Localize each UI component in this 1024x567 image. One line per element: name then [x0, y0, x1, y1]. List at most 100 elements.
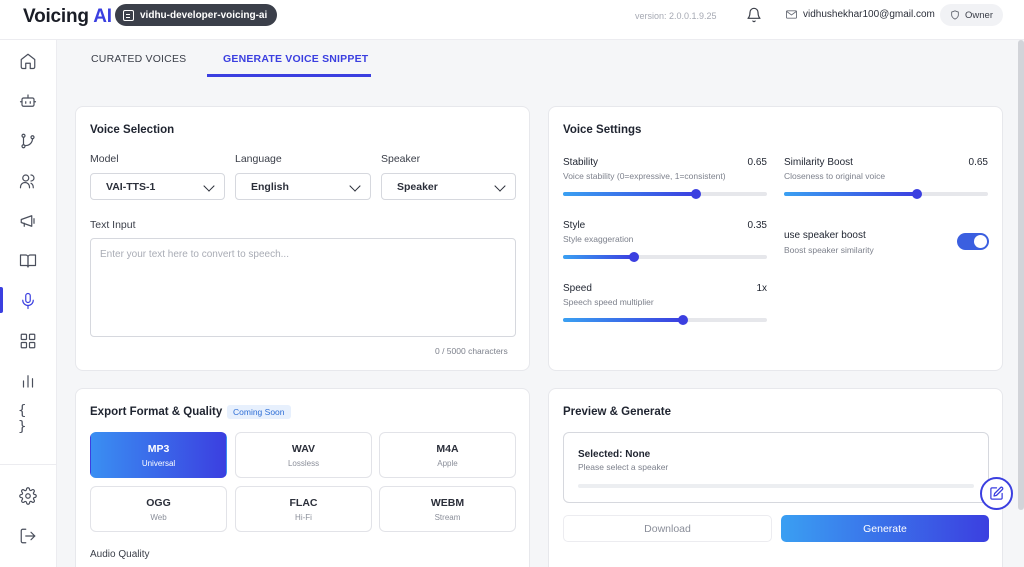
chevron-down-icon	[349, 180, 361, 192]
stability-value: 0.65	[747, 157, 767, 168]
format-name: MP3	[147, 443, 170, 455]
microphone-icon[interactable]	[18, 291, 38, 311]
mail-icon	[786, 10, 797, 19]
speaker-value: Speaker	[397, 180, 438, 193]
character-counter: 0 / 5000 characters	[435, 346, 508, 356]
speaker-select[interactable]: Speaker	[381, 173, 516, 200]
speed-label: Speed	[563, 283, 592, 294]
export-card: Export Format & Quality Coming Soon MP3 U…	[75, 388, 530, 567]
selected-voice: Selected: None	[578, 449, 651, 460]
format-desc: Web	[150, 513, 167, 522]
stability-slider[interactable]	[563, 189, 767, 199]
shield-icon	[951, 10, 959, 20]
model-select[interactable]: VAI-TTS-1	[90, 173, 225, 200]
language-label: Language	[235, 153, 282, 165]
page-scrollbar[interactable]	[1018, 40, 1024, 510]
speaker-boost-desc: Boost speaker similarity	[784, 245, 874, 255]
format-name: WEBM	[430, 497, 465, 509]
style-slider[interactable]	[563, 252, 767, 262]
tab-curated-voices[interactable]: CURATED VOICES	[91, 53, 187, 65]
settings-icon[interactable]	[18, 486, 38, 506]
git-branch-icon[interactable]	[18, 131, 38, 151]
workspace-name: vidhu-developer-voicing-ai	[140, 9, 268, 21]
tab-active-underline	[207, 74, 371, 77]
format-name: M4A	[436, 443, 459, 455]
megaphone-icon[interactable]	[18, 211, 38, 231]
edit-note-icon	[990, 486, 1004, 500]
role-badge[interactable]: Owner	[940, 4, 1003, 26]
similarity-slider[interactable]	[784, 189, 988, 199]
format-wav[interactable]: WAV Lossless	[235, 432, 372, 478]
version-label: version: 2.0.0.1.9.25	[635, 11, 717, 21]
similarity-value: 0.65	[968, 157, 988, 168]
role-text: Owner	[965, 9, 993, 21]
logo-text: Voicing	[23, 6, 89, 27]
active-indicator	[0, 287, 3, 313]
speed-desc: Speech speed multiplier	[563, 297, 654, 307]
format-desc: Universal	[141, 459, 176, 468]
format-desc: Lossless	[287, 459, 320, 468]
stability-label: Stability	[563, 157, 599, 168]
style-desc: Style exaggeration	[563, 234, 634, 244]
slider-knob[interactable]	[629, 252, 640, 262]
preview-card: Preview & Generate Selected: None Please…	[548, 388, 1003, 567]
text-input-placeholder: Enter your text here to convert to speec…	[100, 249, 289, 260]
download-button[interactable]: Download	[563, 515, 772, 542]
voice-settings-title: Voice Settings	[563, 124, 642, 136]
bell-icon[interactable]	[746, 7, 762, 23]
braces-icon[interactable]: { }	[18, 403, 38, 435]
speed-slider[interactable]	[563, 315, 767, 325]
sidebar: { }	[0, 40, 57, 567]
slider-knob[interactable]	[690, 189, 701, 199]
format-flac[interactable]: FLAC Hi-Fi	[235, 486, 372, 532]
slider-knob[interactable]	[911, 189, 922, 199]
tab-generate-voice-snippet[interactable]: GENERATE VOICE SNIPPET	[223, 53, 369, 65]
user-email[interactable]: vidhushekhar100@gmail.com	[786, 9, 935, 20]
chevron-down-icon	[203, 180, 215, 192]
format-webm[interactable]: WEBM Stream	[379, 486, 516, 532]
stability-desc: Voice stability (0=expressive, 1=consist…	[563, 171, 726, 181]
format-ogg[interactable]: OGG Web	[90, 486, 227, 532]
generate-button[interactable]: Generate	[781, 515, 989, 542]
text-input-label: Text Input	[90, 219, 136, 231]
app-logo[interactable]: Voicing AI	[23, 6, 112, 28]
model-label: Model	[90, 153, 119, 165]
preview-box: Selected: None Please select a speaker	[563, 432, 989, 503]
format-name: WAV	[291, 443, 316, 455]
home-icon[interactable]	[18, 51, 38, 71]
workspace-badge[interactable]: vidhu-developer-voicing-ai	[115, 4, 278, 26]
speed-value: 1x	[756, 283, 767, 294]
voice-settings-card: Voice Settings Stability Voice stability…	[548, 106, 1003, 371]
speaker-boost-toggle[interactable]	[957, 233, 989, 250]
bar-chart-icon[interactable]	[18, 371, 38, 391]
chevron-down-icon	[494, 180, 506, 192]
audio-progress-bar[interactable]	[578, 484, 974, 488]
export-title: Export Format & Quality	[90, 406, 223, 418]
language-select[interactable]: English	[235, 173, 371, 200]
format-m4a[interactable]: M4A Apple	[379, 432, 516, 478]
logout-icon[interactable]	[18, 526, 38, 546]
similarity-desc: Closeness to original voice	[784, 171, 886, 181]
format-desc: Stream	[434, 513, 461, 522]
workspace-icon	[123, 9, 134, 21]
voice-selection-title: Voice Selection	[90, 124, 175, 136]
language-value: English	[251, 180, 289, 193]
braces-glyph: { }	[18, 403, 27, 435]
feedback-button[interactable]	[980, 477, 1013, 510]
format-desc: Hi-Fi	[295, 513, 312, 522]
grid-icon[interactable]	[18, 331, 38, 351]
voice-selection-card: Voice Selection Model VAI-TTS-1 Language…	[75, 106, 530, 371]
preview-title: Preview & Generate	[563, 406, 672, 418]
selection-hint: Please select a speaker	[578, 462, 669, 472]
slider-knob[interactable]	[678, 315, 689, 325]
format-mp3[interactable]: MP3 Universal	[90, 432, 227, 478]
speaker-label: Speaker	[381, 153, 421, 165]
bot-icon[interactable]	[18, 91, 38, 111]
top-header: Voicing AI vidhu-developer-voicing-ai ve…	[0, 0, 1024, 40]
book-icon[interactable]	[18, 251, 38, 271]
users-icon[interactable]	[18, 171, 38, 191]
format-desc: Apple	[437, 459, 458, 468]
style-value: 0.35	[747, 220, 767, 231]
text-input[interactable]: Enter your text here to convert to speec…	[90, 238, 516, 337]
model-value: VAI-TTS-1	[106, 180, 156, 193]
